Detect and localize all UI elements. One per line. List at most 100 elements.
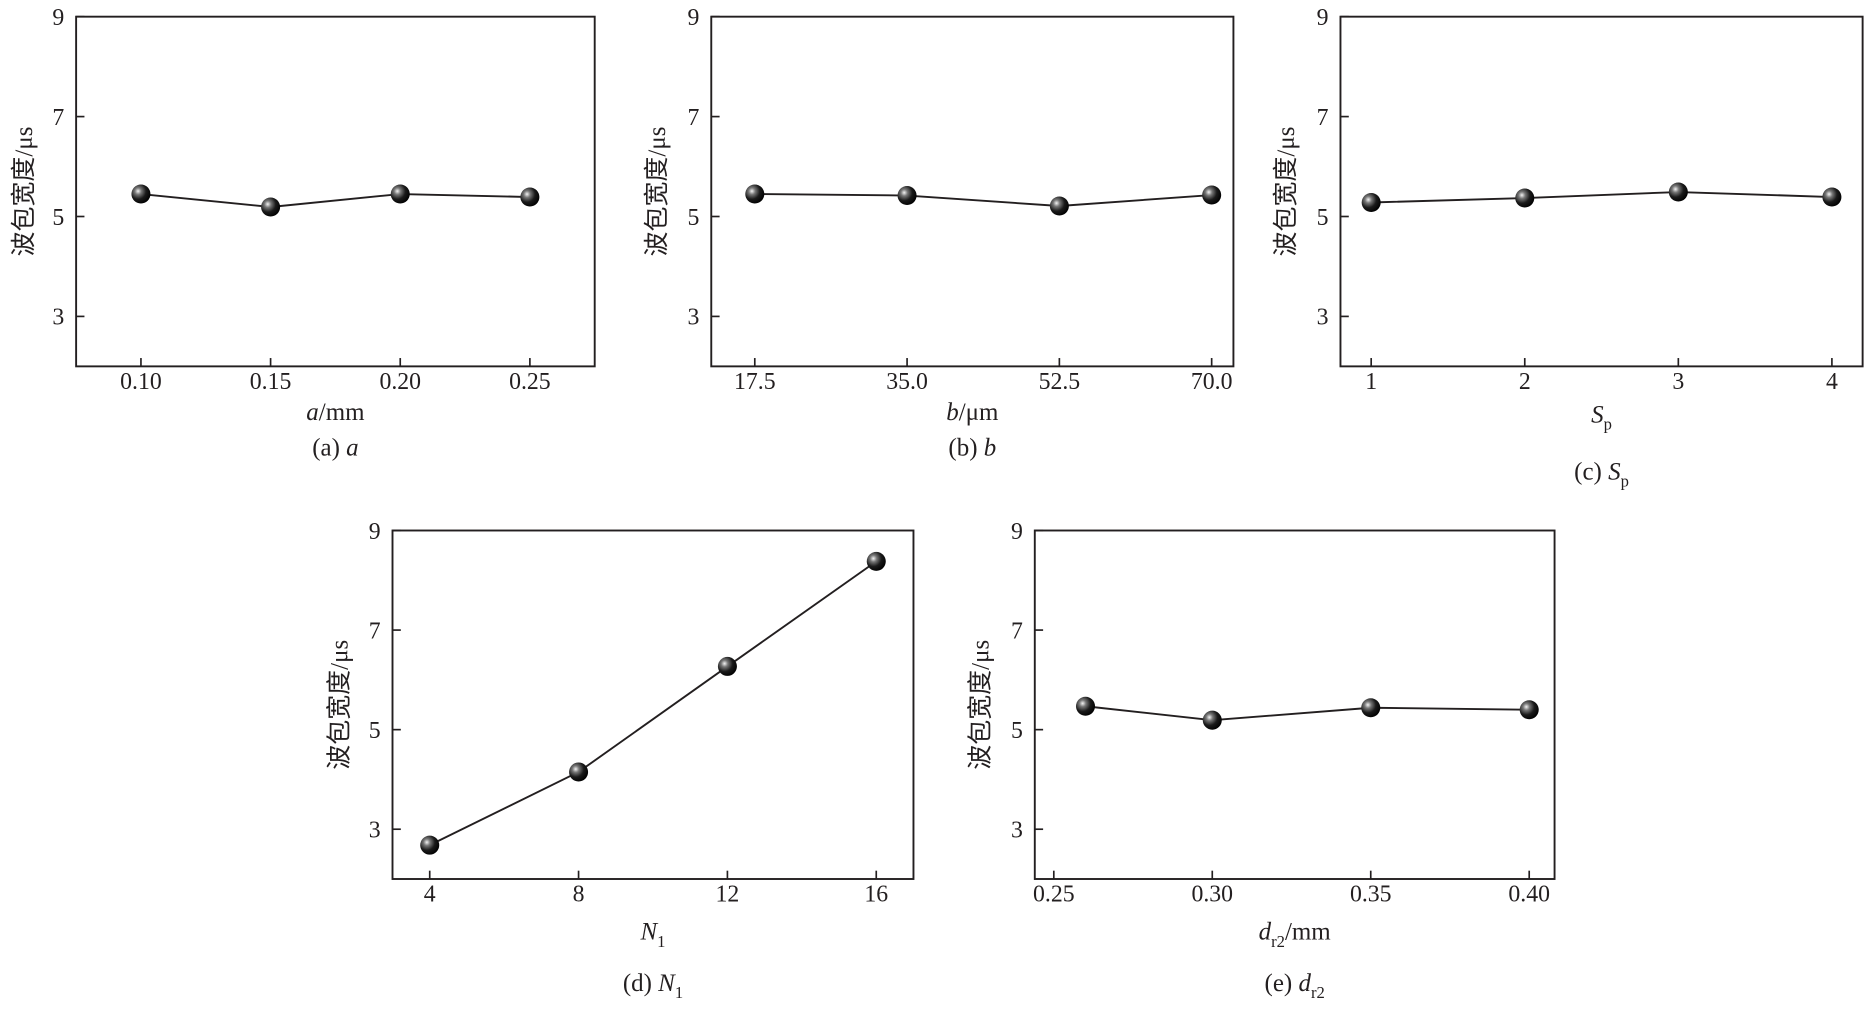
- subplot-caption: (b) b: [948, 435, 996, 462]
- data-point: [1361, 192, 1381, 213]
- series-line: [754, 193, 1212, 207]
- y-tick-label: 3: [52, 305, 64, 331]
- y-tick-label: 9: [1011, 519, 1023, 545]
- data-point: [1519, 700, 1539, 720]
- data-point: [1075, 696, 1096, 716]
- y-tick-label: 7: [52, 105, 64, 131]
- x-tick-label: 0.35: [1350, 882, 1392, 908]
- x-tick-label: 4: [424, 882, 436, 908]
- y-axis-label: 波包宽度/μs: [325, 640, 353, 770]
- y-tick-label: 9: [369, 519, 381, 545]
- y-axis-label: 波包宽度/μs: [10, 127, 38, 257]
- x-tick-label: 4: [1826, 369, 1838, 395]
- data-point: [131, 184, 151, 204]
- x-axis-label-var: S: [1591, 401, 1604, 428]
- x-axis-label-unit: /mm: [1285, 919, 1331, 946]
- x-tick-label: 0.25: [1033, 882, 1075, 908]
- y-axis-label: 波包宽度/μs: [1272, 127, 1300, 257]
- series-line: [1085, 705, 1530, 722]
- subplot-caption-sub: 1: [675, 983, 683, 1002]
- subplot-caption-var: N: [657, 970, 676, 997]
- subplot-caption-sub: r2: [1311, 983, 1325, 1002]
- y-tick-label: 9: [1317, 5, 1329, 31]
- data-point: [520, 187, 540, 207]
- subplot-caption-prefix: (a): [312, 435, 346, 462]
- y-tick-label: 5: [369, 718, 381, 744]
- x-tick-label: 70.0: [1191, 369, 1233, 395]
- x-tick-label: 35.0: [886, 369, 928, 395]
- subplot-caption: (d) N1: [623, 970, 683, 1002]
- chart-b: 3 5 7 9 17.5 35.0 52.5 70.0 波包宽度/μs b/μm (b) b: [643, 5, 1235, 462]
- x-axis-label: dr2/mm: [1259, 919, 1332, 951]
- data-point: [569, 762, 589, 782]
- x-tick-label: 16: [864, 882, 888, 908]
- x-tick-label: 1: [1365, 369, 1377, 395]
- data-point: [420, 835, 440, 855]
- x-axis-label-var: a: [306, 399, 318, 426]
- subplot-caption-var: S: [1608, 458, 1621, 485]
- x-axis-label-var: b: [946, 399, 958, 426]
- chart-a: 3 5 7 9 0.10 0.15 0.20 0.25 波包宽度/μs a/mm (a) a: [10, 5, 596, 462]
- data-point: [1822, 187, 1842, 207]
- x-tick-label: 0.20: [379, 369, 421, 395]
- x-axis-label: Sp: [1591, 401, 1612, 433]
- data-point: [717, 656, 737, 676]
- y-tick-label: 7: [1317, 105, 1329, 131]
- y-tick-label: 3: [687, 305, 699, 331]
- subplot-caption-prefix: (b): [948, 435, 983, 462]
- plot-frame: [710, 15, 1235, 368]
- subplot-caption-var: a: [346, 435, 358, 462]
- data-point: [261, 197, 281, 217]
- data-point: [1668, 182, 1688, 202]
- subplot-caption-var: d: [1298, 970, 1311, 997]
- subplot-caption-sub: p: [1621, 471, 1629, 490]
- y-tick-label: 5: [1317, 205, 1329, 231]
- data-point: [1202, 710, 1222, 730]
- subplot-caption: (e) dr2: [1265, 970, 1325, 1002]
- series-line: [1371, 191, 1832, 204]
- data-point: [390, 184, 410, 204]
- series-line: [140, 193, 530, 208]
- x-tick-label: 0.15: [250, 369, 292, 395]
- x-tick-label: 0.40: [1508, 882, 1550, 908]
- x-axis-label-sub: 1: [657, 932, 665, 951]
- data-point: [745, 184, 765, 204]
- plot-frame: [75, 15, 596, 368]
- subplot-caption: (c) Sp: [1574, 458, 1629, 490]
- x-axis-label-var: N: [639, 919, 658, 946]
- y-tick-label: 3: [1317, 305, 1329, 331]
- subplot-caption-prefix: (d): [623, 970, 658, 997]
- x-tick-label: 0.25: [509, 369, 551, 395]
- subplot-caption: (a) a: [312, 435, 358, 462]
- x-axis-label-sub: p: [1604, 414, 1612, 433]
- y-tick-label: 9: [687, 5, 699, 31]
- x-axis-label: N1: [639, 919, 665, 951]
- data-point: [1361, 698, 1381, 718]
- x-tick-label: 0.10: [120, 369, 162, 395]
- x-tick-label: 0.30: [1191, 882, 1233, 908]
- x-axis-label-var: d: [1259, 919, 1272, 946]
- subplot-caption-prefix: (c): [1574, 458, 1608, 485]
- y-tick-label: 5: [52, 205, 64, 231]
- x-tick-label: 17.5: [734, 369, 776, 395]
- data-point: [1515, 188, 1535, 208]
- x-axis-label-unit: /μm: [959, 399, 999, 426]
- plot-frame: [1033, 529, 1556, 880]
- series-line: [429, 560, 877, 847]
- y-tick-label: 5: [1011, 718, 1023, 744]
- subplot-caption-prefix: (e): [1265, 970, 1299, 997]
- x-tick-label: 12: [716, 882, 740, 908]
- data-point: [1049, 196, 1069, 216]
- plot-frame: [391, 529, 915, 880]
- y-tick-label: 5: [687, 205, 699, 231]
- subplot-caption-var: b: [984, 435, 996, 462]
- x-axis-label-sub: r2: [1271, 932, 1285, 951]
- data-point: [866, 551, 886, 571]
- x-tick-label: 2: [1519, 369, 1531, 395]
- y-tick-label: 7: [1011, 618, 1023, 644]
- x-axis-label: b/μm: [946, 399, 999, 426]
- y-tick-label: 3: [1011, 818, 1023, 844]
